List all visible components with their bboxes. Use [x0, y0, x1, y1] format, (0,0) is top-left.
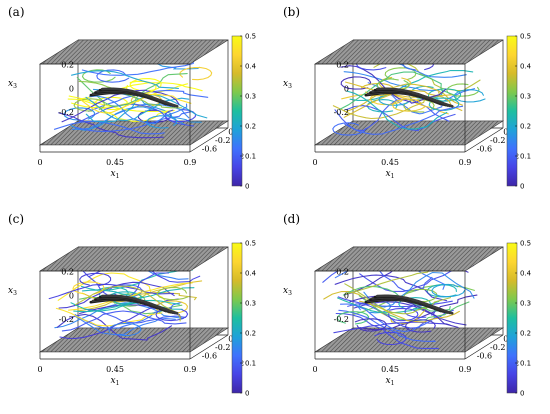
panel-b: (b)00.450.9x10.2-0.2-0.6x20.20-0.2x30.50…	[275, 0, 550, 207]
x3-axis-label: x3	[8, 286, 17, 297]
streamline-plot: (b)00.450.9x10.2-0.2-0.6x20.20-0.2x30.50…	[283, 5, 532, 191]
colorbar-tick-label: 0.5	[520, 240, 531, 248]
streamline-plot: (a)00.450.9x10.2-0.2-0.6x20.20-0.2x30.50…	[8, 5, 257, 191]
x1-tick-label: 0	[37, 365, 42, 374]
bottom-wall	[38, 120, 230, 146]
x3-tick-label: -0.2	[59, 108, 74, 117]
panel-label: (b)	[283, 5, 300, 19]
x1-tick-label: 0.9	[184, 365, 197, 374]
x1-tick-label: 0	[312, 365, 317, 374]
panel-a: (a)00.450.9x10.2-0.2-0.6x20.20-0.2x30.50…	[0, 0, 275, 207]
x1-axis-label: x1	[111, 376, 120, 387]
colorbar-tick-label: 0.3	[520, 93, 531, 101]
x3-tick-label: 0	[69, 291, 74, 300]
x1-tick-label: 0.45	[381, 365, 399, 374]
colorbar-tick-label: 0.1	[520, 360, 531, 368]
x1-axis-label: x1	[386, 376, 395, 387]
colorbar-tick-label: 0.5	[245, 240, 256, 248]
colorbar-tick-label: 0	[245, 183, 249, 191]
panel-label: (a)	[8, 5, 25, 19]
colorbar-tick-label: 0.2	[245, 330, 256, 338]
colorbar-tick-label: 0.2	[520, 330, 531, 338]
x2-tick-label: -0.2	[215, 136, 230, 145]
x2-tick-label: -0.6	[477, 144, 492, 153]
x1-tick-label: 0	[312, 158, 317, 167]
streamlines	[53, 43, 213, 139]
x1-tick-label: 0.45	[106, 365, 124, 374]
colorbar-tick-label: 0.3	[245, 300, 256, 308]
x2-tick-label: -0.6	[202, 351, 217, 360]
x2-tick-label: -0.2	[490, 136, 505, 145]
panel-d: (d)00.450.9x10.2-0.2-0.6x20.20-0.2x30.50…	[275, 207, 550, 414]
box-frame-front	[314, 63, 504, 153]
colorbar-tick-label: 0.4	[245, 270, 257, 278]
colorbar-tick-label: 0.3	[245, 93, 256, 101]
box-frame-front	[314, 270, 504, 360]
x2-tick-label: -0.2	[215, 343, 230, 352]
x2-tick-label: -0.6	[477, 351, 492, 360]
x1-tick-label: 0.9	[459, 158, 472, 167]
colorbar-tick-label: 0.5	[520, 33, 531, 41]
x3-axis-label: x3	[283, 79, 292, 90]
x1-tick-label: 0.9	[184, 158, 197, 167]
box-frame-front	[39, 63, 229, 153]
immersed-body	[364, 87, 454, 108]
panel-label: (d)	[283, 212, 300, 226]
x3-tick-label: 0.2	[61, 268, 74, 277]
bottom-wall	[313, 327, 505, 353]
colorbar-tick-label: 0.2	[245, 123, 256, 131]
streamline-plot: (c)00.450.9x10.2-0.2-0.6x20.20-0.2x30.50…	[8, 212, 257, 398]
colorbar	[231, 35, 243, 187]
colorbar-tick-label: 0.2	[520, 123, 531, 131]
x1-tick-label: 0.9	[459, 365, 472, 374]
colorbar-tick-label: 0	[245, 390, 249, 398]
x1-tick-label: 0	[37, 158, 42, 167]
x3-tick-label: -0.2	[59, 315, 74, 324]
x3-tick-label: 0	[69, 84, 74, 93]
colorbar-tick-label: 0.1	[520, 153, 531, 161]
colorbar-tick-label: 0.5	[245, 33, 256, 41]
x1-tick-label: 0.45	[381, 158, 399, 167]
box-frame-front	[39, 270, 229, 360]
colorbar-tick-label: 0.4	[520, 270, 532, 278]
immersed-body	[89, 294, 179, 315]
x3-tick-label: 0	[344, 84, 349, 93]
x1-axis-label: x1	[111, 169, 120, 180]
colorbar-tick-label: 0	[520, 390, 524, 398]
x3-axis-label: x3	[8, 79, 17, 90]
bottom-wall	[313, 120, 505, 146]
x3-tick-label: 0.2	[336, 268, 349, 277]
x3-axis-label: x3	[283, 286, 292, 297]
x2-tick-label: -0.2	[490, 343, 505, 352]
colorbar-tick-label: 0.4	[520, 63, 532, 71]
streamline-plot: (d)00.450.9x10.2-0.2-0.6x20.20-0.2x30.50…	[283, 212, 532, 398]
colorbar-tick-label: 0	[520, 183, 524, 191]
colorbar	[506, 242, 518, 394]
colorbar-tick-label: 0.4	[245, 63, 257, 71]
x3-tick-label: -0.2	[334, 315, 349, 324]
x1-axis-label: x1	[386, 169, 395, 180]
x1-tick-label: 0.45	[106, 158, 124, 167]
x2-tick-label: -0.6	[202, 144, 217, 153]
colorbar	[231, 242, 243, 394]
immersed-body	[364, 294, 454, 315]
panel-label: (c)	[8, 212, 24, 226]
bottom-wall	[38, 327, 230, 353]
colorbar-tick-label: 0.1	[245, 153, 256, 161]
x3-tick-label: 0.2	[61, 61, 74, 70]
colorbar-tick-label: 0.1	[245, 360, 256, 368]
x3-tick-label: -0.2	[334, 108, 349, 117]
x3-tick-label: 0.2	[336, 61, 349, 70]
colorbar	[506, 35, 518, 187]
x3-tick-label: 0	[344, 291, 349, 300]
immersed-body	[89, 87, 179, 108]
colorbar-tick-label: 0.3	[520, 300, 531, 308]
panel-c: (c)00.450.9x10.2-0.2-0.6x20.20-0.2x30.50…	[0, 207, 275, 414]
